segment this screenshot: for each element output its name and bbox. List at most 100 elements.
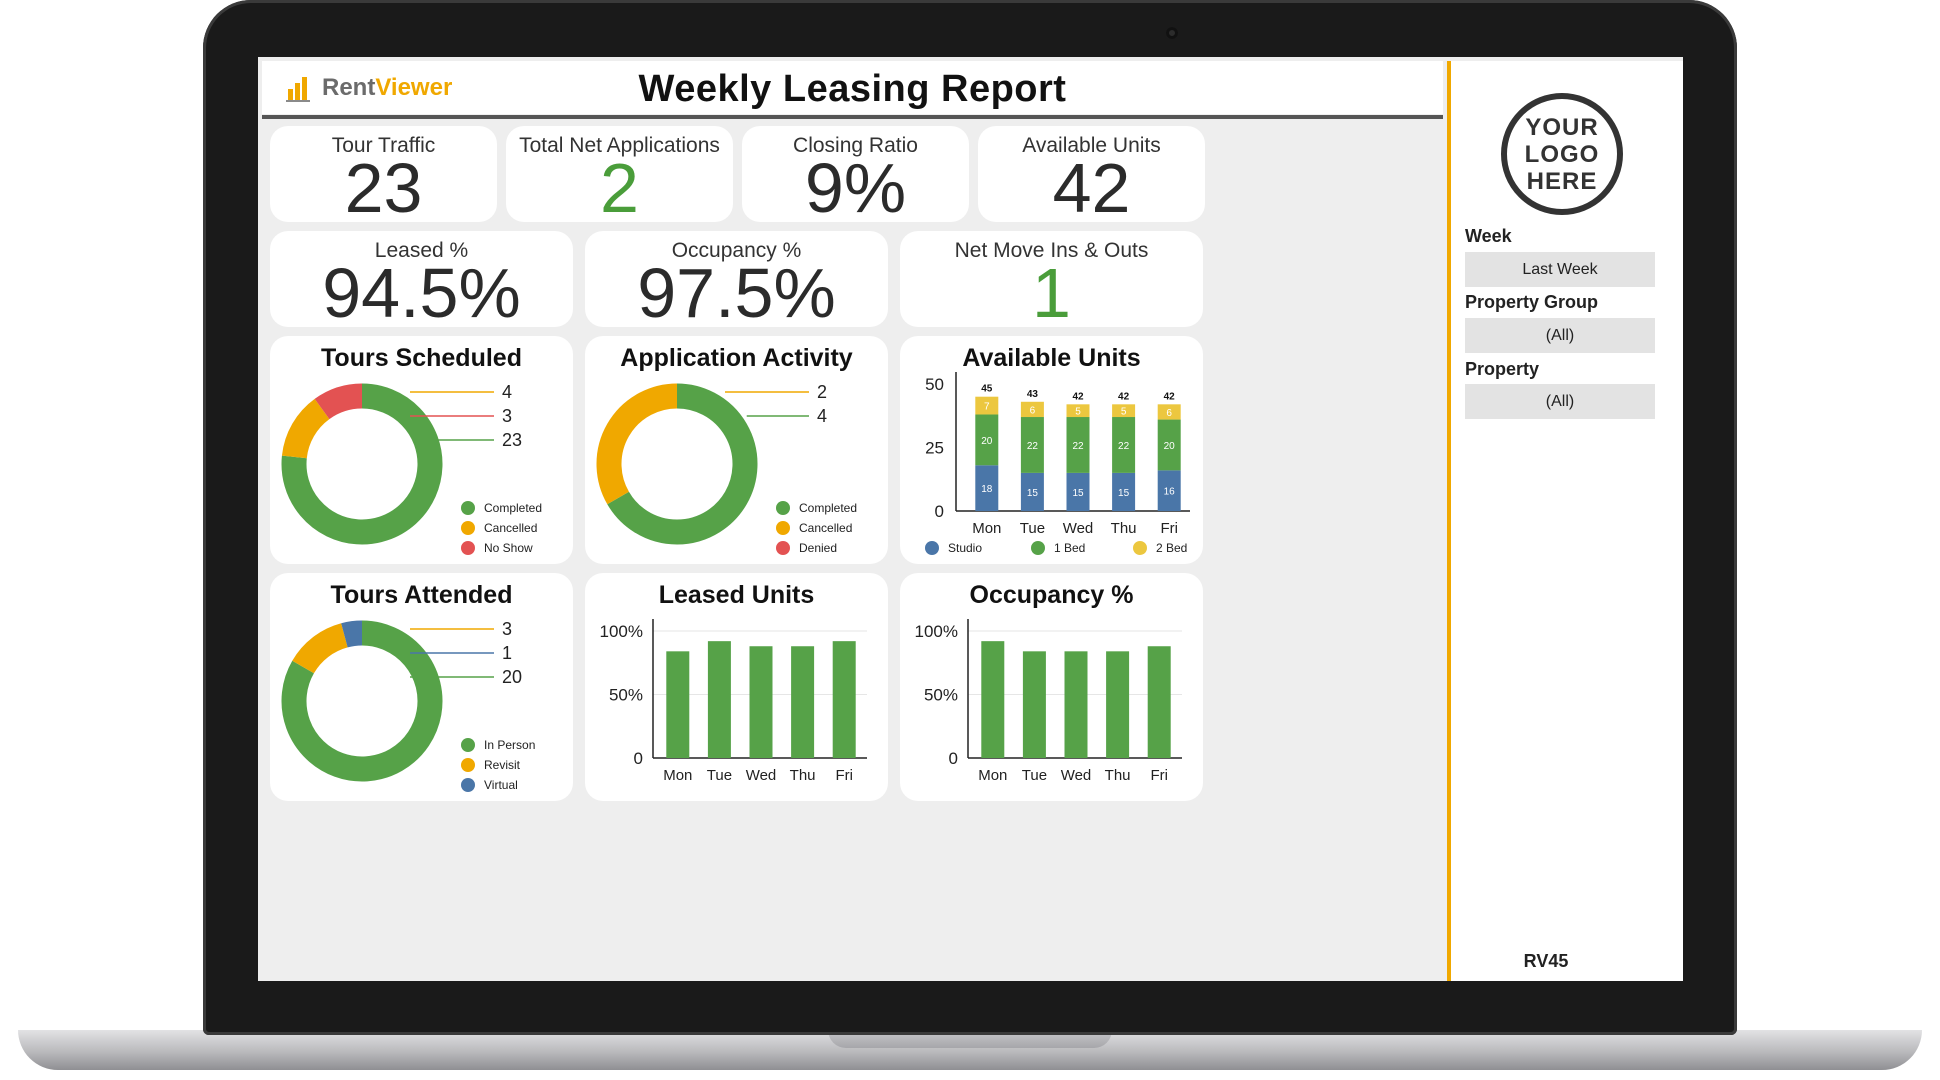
rentviewer-logo[interactable]: RentViewer: [286, 73, 452, 103]
x-tick-label: Wed: [1061, 767, 1092, 784]
slice-value-label: 3: [502, 406, 512, 426]
legend-dot: [776, 521, 790, 535]
bar-segment-1-bed[interactable]: [1157, 419, 1181, 471]
bar[interactable]: [707, 641, 731, 758]
kpi-card-closing-ratio[interactable]: Closing Ratio 9%: [742, 126, 969, 227]
chart-card-tours-scheduled[interactable]: Tours Scheduled 4 3 23 Completed Cancelled No…: [270, 336, 573, 564]
kpi-card-leased-pct[interactable]: Leased % 94.5%: [270, 231, 573, 332]
x-tick-label: Thu: [790, 767, 816, 784]
chart-card-tours-attended[interactable]: Tours Attended 3 1 20 In Person Revisit Virtu…: [270, 573, 573, 801]
bar-segment-2-bed[interactable]: [1157, 404, 1181, 420]
bar[interactable]: [749, 646, 773, 758]
donut-slice-no-show[interactable]: [314, 383, 363, 420]
chart-title: Tours Attended: [330, 581, 513, 609]
kpi-value: 9%: [804, 149, 907, 227]
bar-chart-icon: [286, 73, 316, 103]
bar-total-label: 45: [981, 384, 993, 395]
chart-card-occupancy[interactable]: Occupancy % 0 50% 100% Mon Tue Wed Thu Fri: [900, 573, 1203, 801]
legend-label: Cancelled: [799, 521, 852, 535]
legend-dot: [776, 541, 790, 555]
bar-segment-studio[interactable]: [1112, 472, 1136, 511]
bar-segment-label: 22: [1027, 441, 1039, 452]
x-tick-label: Tue: [1022, 767, 1047, 784]
property-group-filter-select[interactable]: (All): [1465, 318, 1655, 353]
bar-total-label: 42: [1072, 391, 1084, 402]
bar[interactable]: [791, 646, 815, 758]
bar-segment-label: 7: [984, 402, 990, 413]
bar-total-label: 42: [1118, 391, 1130, 402]
kpi-card-available-units[interactable]: Available Units 42: [978, 126, 1205, 227]
bar-total-label: 43: [1027, 389, 1039, 400]
chart-card-leased-units[interactable]: Leased Units 0 50% 100% Mon Tue Wed Thu Fri: [585, 573, 888, 801]
legend-dot: [461, 778, 475, 792]
week-filter-select[interactable]: Last Week: [1465, 252, 1655, 287]
slice-value-label: 4: [502, 382, 512, 402]
chart-title: Leased Units: [658, 581, 815, 609]
filter-sidebar: YOUR LOGO HERE Week Last Week Property G…: [1451, 61, 1683, 981]
chart-title: Available Units: [962, 344, 1141, 372]
chart-card-available-units[interactable]: Available Units 0 25 50 18 20 7 45 Mon 15 22 6 43 Tu…: [900, 336, 1203, 564]
chart-card-application-activity[interactable]: Application Activity 2 4 Completed Cancelle…: [585, 336, 888, 564]
version-label: RV45: [1523, 951, 1569, 971]
legend-dot: [925, 541, 939, 555]
slice-value-label: 23: [502, 430, 522, 450]
bar-segment-studio[interactable]: [1020, 472, 1044, 511]
bar-segment-2-bed[interactable]: [1112, 404, 1136, 418]
bar-segment-1-bed[interactable]: [1066, 417, 1090, 473]
slice-value-label: 1: [502, 643, 512, 663]
bar-segment-2-bed[interactable]: [975, 396, 999, 415]
bar[interactable]: [1147, 646, 1171, 758]
x-tick-label: Fri: [1160, 520, 1178, 537]
slice-value-label: 2: [817, 382, 827, 402]
kpi-card-occupancy-pct[interactable]: Occupancy % 97.5%: [585, 231, 888, 332]
chart-title: Occupancy %: [969, 581, 1134, 609]
bar[interactable]: [666, 651, 690, 758]
kpi-value: 94.5%: [322, 254, 521, 332]
donut-slice-completed[interactable]: [281, 383, 443, 545]
page-title: Weekly Leasing Report: [638, 68, 1067, 110]
donut-slice-revisit[interactable]: [292, 623, 349, 674]
kpi-card-net-applications[interactable]: Total Net Applications 2: [506, 126, 733, 227]
bar-segment-studio[interactable]: [1157, 470, 1181, 511]
kpi-label: Occupancy %: [671, 239, 802, 262]
bar[interactable]: [1022, 651, 1046, 758]
legend-label: No Show: [484, 541, 533, 555]
chart-svg: 4 3 23 Completed Cancelled No Show: [281, 382, 542, 555]
x-tick-label: Mon: [972, 520, 1001, 537]
donut-slice-completed[interactable]: [607, 383, 758, 545]
bar-total-label: 42: [1164, 391, 1176, 402]
donut-slice-virtual[interactable]: [341, 620, 363, 648]
bar-segment-label: 16: [1164, 487, 1176, 498]
slice-value-label: 4: [817, 406, 827, 426]
y-tick-label: 50: [925, 375, 944, 394]
donut-slice-cancelled[interactable]: [596, 383, 678, 505]
property-filter-select[interactable]: (All): [1465, 384, 1655, 419]
bar[interactable]: [832, 641, 856, 758]
donut-slice-in-person[interactable]: [281, 620, 443, 782]
kpi-value: 42: [1052, 149, 1131, 227]
x-tick-label: Mon: [663, 767, 692, 784]
bar-segment-studio[interactable]: [975, 465, 999, 511]
bar[interactable]: [1106, 651, 1130, 758]
kpi-label: Available Units: [1022, 134, 1161, 157]
bar[interactable]: [981, 641, 1005, 758]
bar-segment-label: 6: [1166, 408, 1172, 419]
chart-svg: 0 25 50 18 20 7 45 Mon 15 22 6 43 Tue 15 22 5 42 Wed 15 22 5…: [925, 372, 1190, 555]
kpi-card-net-move[interactable]: Net Move Ins & Outs 1: [900, 231, 1203, 332]
brand-logo-placeholder: YOUR LOGO HERE: [1501, 93, 1623, 215]
legend-label: Virtual: [484, 778, 518, 792]
y-tick-label: 50%: [609, 686, 643, 705]
bar-segment-1-bed[interactable]: [1112, 417, 1136, 473]
y-tick-label: 25: [925, 439, 944, 458]
bar-segment-2-bed[interactable]: [1020, 401, 1044, 418]
bar-segment-1-bed[interactable]: [975, 414, 999, 466]
bar-segment-1-bed[interactable]: [1020, 417, 1044, 473]
y-tick-label: 0: [935, 502, 944, 521]
kpi-card-tour-traffic[interactable]: Tour Traffic 23: [270, 126, 497, 227]
bar-segment-2-bed[interactable]: [1066, 404, 1090, 418]
sidebar-divider: [1447, 61, 1451, 981]
bar[interactable]: [1064, 651, 1088, 758]
donut-slice-cancelled[interactable]: [281, 398, 330, 459]
legend-label: Completed: [799, 501, 857, 515]
bar-segment-studio[interactable]: [1066, 472, 1090, 511]
